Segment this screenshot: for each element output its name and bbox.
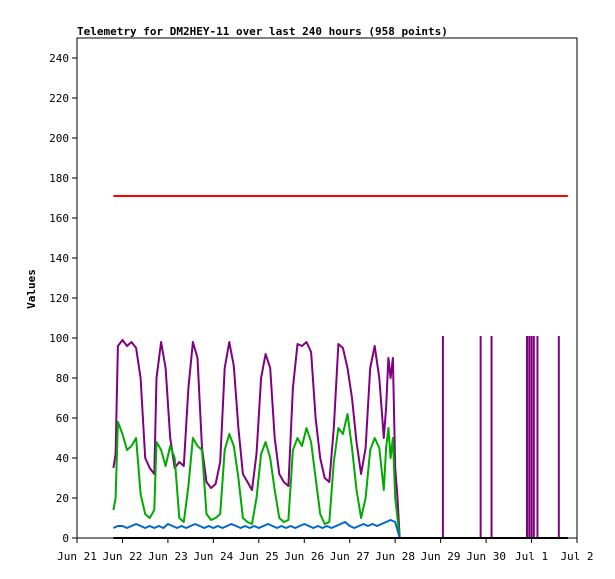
y-tick-label: 240 [49, 52, 69, 65]
x-tick-label: Jul 2 [560, 550, 593, 563]
y-tick-label: 0 [62, 532, 69, 545]
x-axis: Jun 21 Jun 22 Jun 23 Jun 24 Jun 25 Jun 26 Jun … [57, 538, 594, 563]
y-tick-label: 80 [56, 372, 69, 385]
x-tick-label: Jun 24 [193, 550, 233, 563]
plot-frame [76, 37, 578, 539]
series-line-2 [112, 339, 401, 539]
y-axis: 0 20 40 60 80 100 120 140 160 180 200 220 240 [49, 52, 77, 545]
y-tick-label: 120 [49, 292, 69, 305]
x-tick-label: Jun 28 [375, 550, 415, 563]
x-tick-label: Jun 26 [284, 550, 324, 563]
y-axis-title: Values [25, 269, 38, 309]
x-tick-label: Jun 29 [421, 550, 461, 563]
y-tick-label: 20 [56, 492, 69, 505]
y-tick-label: 40 [56, 452, 69, 465]
y-tick-label: 200 [49, 132, 69, 145]
x-tick-label: Jul 1 [515, 550, 548, 563]
y-tick-label: 180 [49, 172, 69, 185]
x-tick-label: Jun 27 [330, 550, 370, 563]
x-tick-label: Jun 23 [148, 550, 188, 563]
series-line-3 [112, 413, 401, 539]
y-tick-label: 60 [56, 412, 69, 425]
series-layer [112, 195, 568, 539]
y-tick-label: 140 [49, 252, 69, 265]
y-tick-label: 160 [49, 212, 69, 225]
y-tick-label: 220 [49, 92, 69, 105]
x-tick-label: Jun 30 [466, 550, 506, 563]
x-tick-label: Jun 22 [103, 550, 143, 563]
chart-title: Telemetry for DM2HEY-11 over last 240 ho… [77, 25, 448, 38]
y-tick-label: 100 [49, 332, 69, 345]
series-line-4 [112, 519, 401, 539]
x-tick-label: Jun 25 [239, 550, 279, 563]
x-tick-label: Jun 21 [57, 550, 97, 563]
